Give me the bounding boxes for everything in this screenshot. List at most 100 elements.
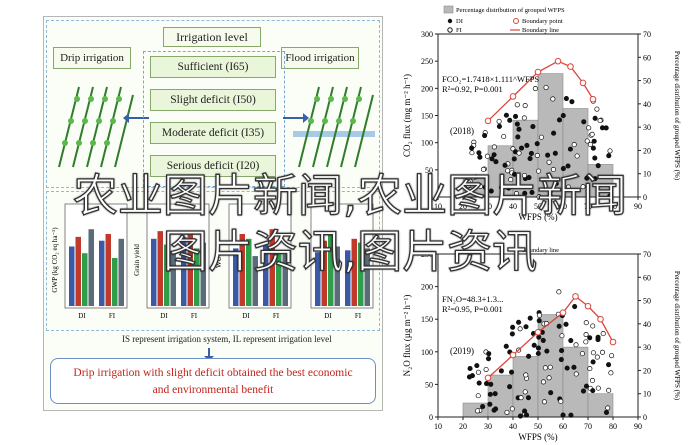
bar — [187, 233, 193, 306]
y-axis-label: CO₂ flux (mg m⁻² h⁻¹) — [402, 74, 412, 157]
legend-boundary-line-label: Boundary line — [522, 27, 559, 34]
fi-point — [543, 84, 549, 91]
di-point — [552, 150, 558, 156]
di-point — [510, 324, 516, 330]
di-point — [560, 166, 566, 172]
fi-point — [536, 168, 542, 174]
di-point — [469, 145, 475, 151]
di-point — [587, 335, 593, 341]
di-point — [536, 334, 542, 340]
boundary-point — [534, 328, 542, 336]
di-point — [485, 356, 492, 362]
boundary-point — [572, 293, 579, 300]
bar — [69, 246, 75, 306]
y-tick-label: 300 — [421, 30, 433, 39]
fi-point — [546, 159, 552, 165]
histogram-bar — [512, 356, 539, 418]
conclusion-line-2: and environmental benefit — [152, 384, 274, 396]
bar — [269, 229, 275, 306]
y2-tick-label: 0 — [643, 193, 647, 202]
y-tick-label: 100 — [421, 139, 433, 148]
n2o-flux-chart-svg: 10 20 30 40 50 60 70 80 900501001502002500102030… — [402, 247, 681, 442]
fi-point — [583, 331, 589, 338]
fi-point — [595, 385, 601, 391]
fi-point — [514, 102, 520, 108]
fi-point — [565, 184, 572, 190]
di-point — [584, 175, 590, 181]
fi-point — [573, 371, 579, 377]
fi-point — [483, 366, 489, 373]
level-slight-deficit: Slight deficit (I50) — [150, 89, 276, 111]
equation-label: FCO₂=1.7418×1.111^WFPS — [442, 74, 539, 84]
di-point — [544, 348, 550, 354]
boundary-point — [484, 117, 492, 125]
di-point — [487, 391, 493, 397]
co2-flux-chart-svg: 10 20 30 40 50 60 70 80 900501001502002503000102… — [402, 5, 681, 222]
di-point — [548, 390, 554, 396]
x-tick-label: 90 — [634, 202, 642, 211]
fi-point — [523, 372, 529, 378]
y-tick-label: 0 — [429, 413, 433, 422]
di-point — [531, 342, 537, 348]
di-point — [603, 409, 610, 416]
legend-boundary-point-label: Boundary point — [522, 18, 563, 25]
di-point — [511, 171, 518, 177]
fi-point — [550, 96, 556, 102]
bar-group-label: FI — [109, 312, 116, 320]
fi-point — [480, 166, 487, 173]
x-tick-label: 40 — [509, 202, 517, 211]
left-arrow-icon — [123, 113, 149, 123]
n2o-flux-chart: 10 20 30 40 50 60 70 80 90 0 50 100 150 200 250 0 10 20 30… — [390, 222, 690, 442]
fi-point — [496, 118, 502, 124]
di-point — [571, 364, 577, 370]
fi-point — [521, 172, 528, 179]
di-point — [563, 321, 569, 327]
di-point — [511, 156, 517, 162]
bar — [194, 248, 200, 306]
boundary-point — [484, 374, 492, 382]
di-point — [476, 380, 482, 386]
di-point — [603, 125, 609, 131]
di-point — [551, 130, 557, 136]
di-point — [534, 141, 540, 147]
bar — [170, 252, 176, 306]
di-point — [467, 365, 473, 372]
di-point — [484, 381, 490, 387]
di-point — [491, 152, 497, 158]
fi-point — [484, 153, 490, 159]
bar — [263, 244, 269, 306]
y2-tick-label: 50 — [643, 77, 651, 86]
drip-irrigation-label: Drip irrigation — [53, 47, 131, 69]
right-arrow-icon — [283, 113, 309, 123]
di-point — [488, 381, 494, 387]
fi-point — [605, 405, 611, 411]
y2-tick-label: 60 — [643, 53, 651, 62]
fi-point — [608, 370, 614, 376]
boundary-point — [579, 79, 587, 87]
y2-tick-label: 70 — [643, 250, 651, 259]
fi-point — [465, 179, 471, 185]
bar-group-label: DI — [324, 312, 332, 320]
y2-axis-label: Percentage distribution of grouped WFPS … — [673, 51, 681, 181]
fi-point — [559, 333, 565, 339]
di-point — [486, 351, 492, 357]
bar — [105, 234, 111, 306]
fi-point — [556, 289, 562, 295]
di-point — [524, 142, 530, 148]
bar-group-label: DI — [242, 312, 250, 320]
di-point — [517, 413, 523, 419]
bar — [358, 242, 364, 306]
di-point — [547, 192, 553, 198]
di-point — [509, 331, 515, 337]
equation-label: FN₂O=48.3+1.3... — [442, 294, 503, 304]
fi-point — [534, 152, 540, 158]
di-point — [606, 362, 612, 368]
boundary-point — [589, 95, 597, 103]
legend-histogram-label: Percentage distribution of grouped WFPS — [456, 7, 565, 14]
bar-panel-3: WUE DI FI — [215, 203, 292, 320]
di-point — [523, 324, 529, 330]
di-point — [595, 334, 601, 340]
di-point — [556, 117, 563, 123]
bar-panel-2: Grain yield DI FI — [133, 203, 210, 320]
y2-tick-label: 10 — [643, 170, 651, 179]
